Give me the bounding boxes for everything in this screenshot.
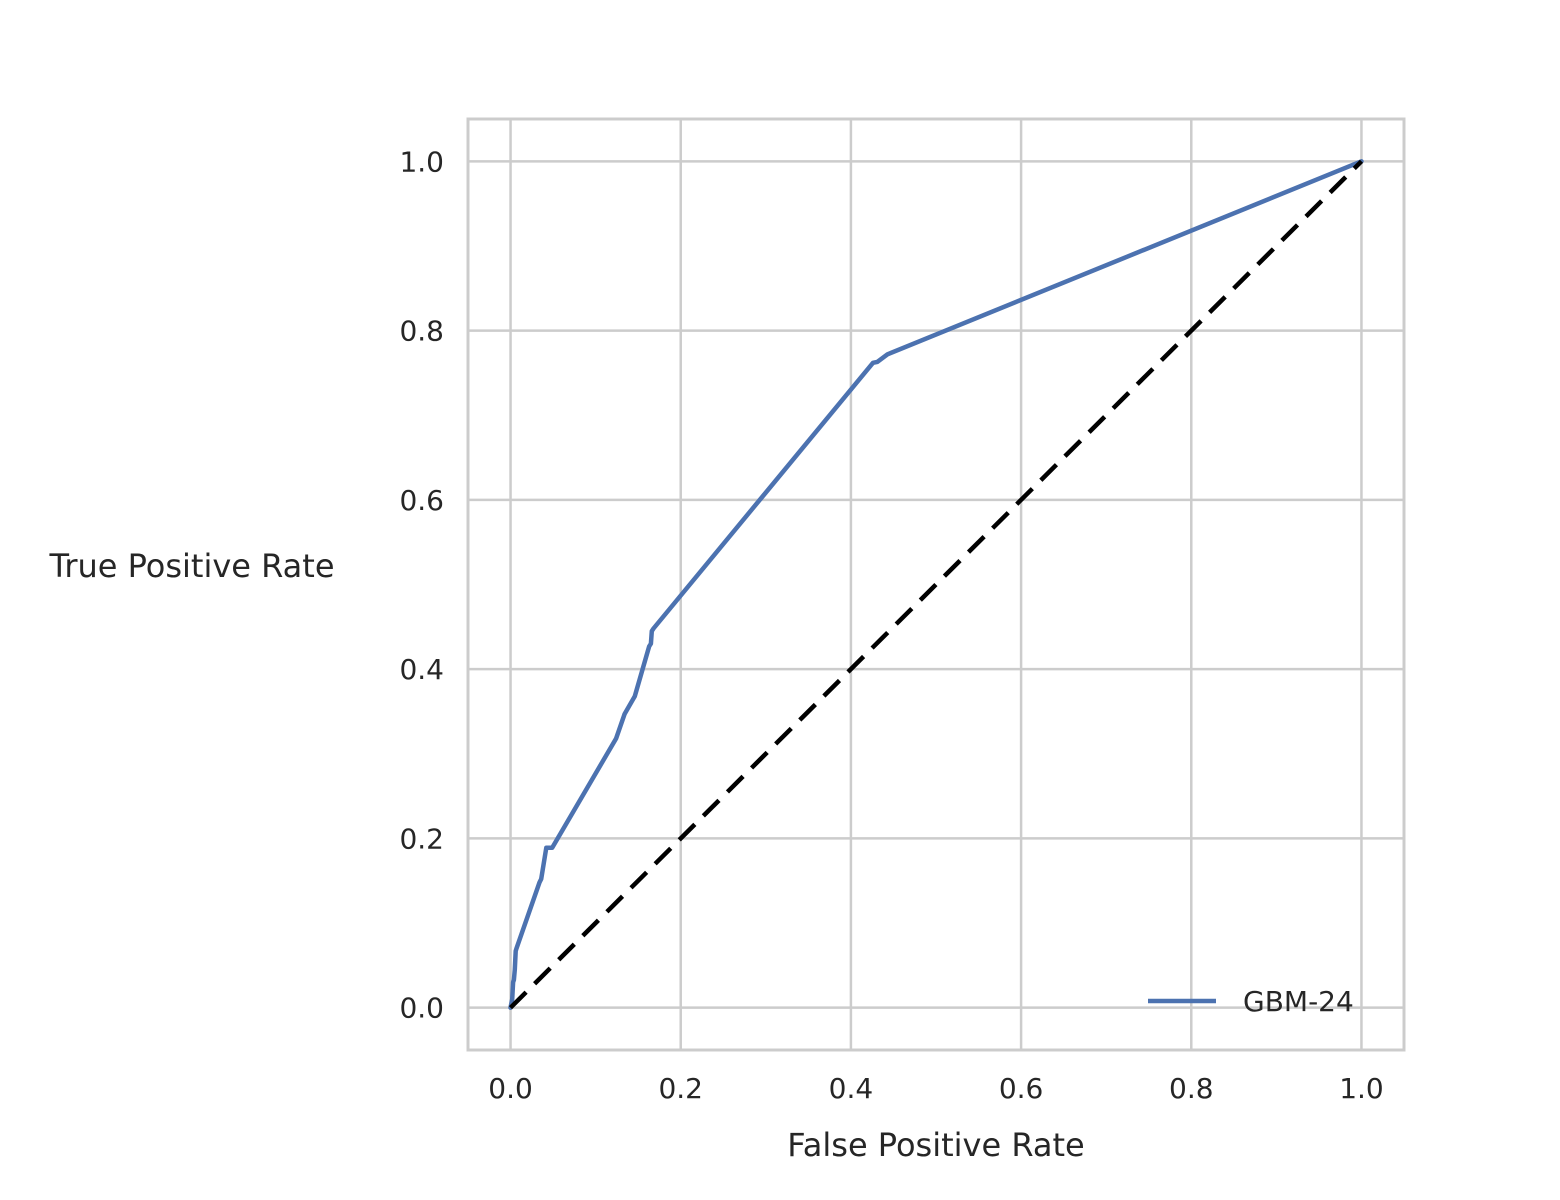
series-layer	[508, 159, 1364, 1010]
x-axis-label: False Positive Rate	[787, 1126, 1084, 1164]
y-tick-labels: 0.0 0.2 0.4 0.6 0.8 1.0	[399, 145, 444, 1024]
roc-curve-gbm-24	[508, 159, 1364, 1010]
y-tick-label: 0.4	[399, 653, 444, 686]
x-tick-labels: 0.0 0.2 0.4 0.6 0.8 1.0	[488, 1072, 1383, 1105]
y-tick-label: 0.0	[399, 992, 444, 1025]
legend: GBM-24	[1148, 985, 1354, 1018]
x-tick-label: 0.2	[658, 1072, 703, 1105]
y-tick-label: 0.2	[399, 822, 444, 855]
y-tick-label: 1.0	[399, 145, 444, 178]
y-axis-label: True Positive Rate	[48, 547, 334, 585]
y-tick-label: 0.8	[399, 315, 444, 348]
x-tick-label: 0.4	[829, 1072, 874, 1105]
y-tick-label: 0.6	[399, 484, 444, 517]
chance-diagonal-line	[508, 159, 1364, 1010]
x-tick-label: 0.8	[1169, 1072, 1214, 1105]
plot-frame	[466, 117, 1406, 1052]
grid-lines	[468, 119, 1404, 1050]
legend-label-gbm-24: GBM-24	[1243, 985, 1354, 1018]
x-tick-label: 1.0	[1339, 1072, 1384, 1105]
x-tick-label: 0.0	[488, 1072, 533, 1105]
x-tick-label: 0.6	[999, 1072, 1044, 1105]
